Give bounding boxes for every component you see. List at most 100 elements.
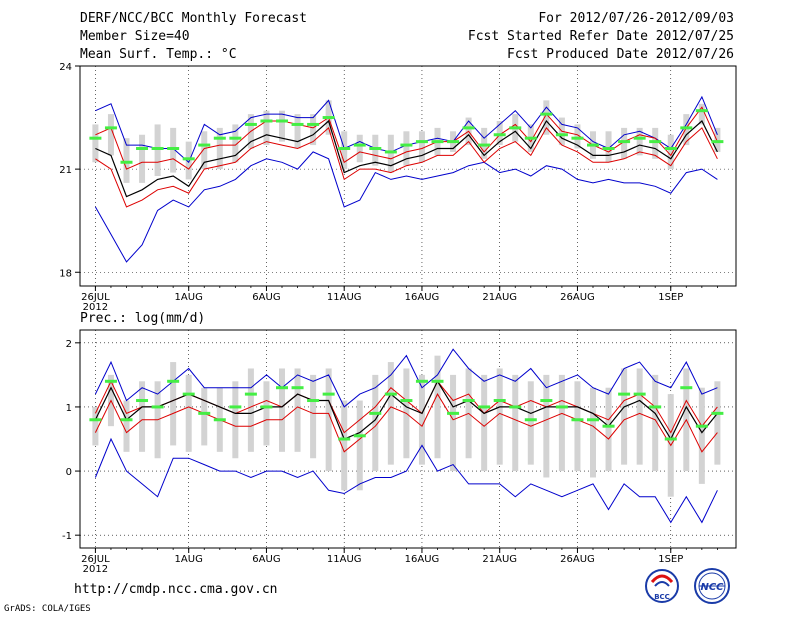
spread-box bbox=[170, 127, 177, 173]
spread-box bbox=[481, 127, 488, 159]
x-tick-label: 26AUG bbox=[560, 554, 595, 565]
spread-box bbox=[154, 124, 161, 176]
spread-box bbox=[636, 127, 643, 156]
spread-box bbox=[185, 374, 192, 452]
header-left-line-1: DERF/NCC/BCC Monthly Forecast bbox=[80, 11, 307, 26]
x-tick-label: 1AUG bbox=[175, 554, 203, 565]
header-right-line-3: Fcst Produced Date 2012/07/26 bbox=[507, 47, 734, 62]
spread-box bbox=[201, 387, 208, 446]
spread-box bbox=[310, 114, 317, 146]
header-left-line-2: Member Size=40 bbox=[80, 29, 190, 44]
precip-panel-title: Prec.: log(mm/d) bbox=[80, 311, 206, 326]
plot-frame bbox=[79, 65, 737, 287]
x-tick-label: 1SEP bbox=[658, 292, 683, 303]
spread-box bbox=[590, 387, 596, 478]
spread-box bbox=[574, 381, 581, 472]
x-tick-label: 11AUG bbox=[327, 292, 362, 303]
spread-box bbox=[698, 387, 705, 484]
spread-box bbox=[636, 368, 643, 465]
spread-box bbox=[574, 124, 581, 149]
footer-url: http://cmdp.ncc.cma.gov.cn bbox=[74, 582, 278, 597]
y-tick-label: 21 bbox=[59, 165, 72, 176]
y-tick-label: 1 bbox=[66, 403, 72, 414]
bcc-logo-text: BCC bbox=[654, 593, 670, 601]
spread-box bbox=[263, 110, 270, 146]
spread-box bbox=[543, 100, 550, 135]
spread-box bbox=[543, 374, 550, 478]
header-right-line-2: Fcst Started Refer Date 2012/07/25 bbox=[467, 29, 734, 44]
spread-box bbox=[714, 127, 721, 152]
spread-box bbox=[123, 400, 130, 452]
spread-box bbox=[139, 381, 146, 452]
spread-box bbox=[310, 374, 317, 459]
spread-box bbox=[325, 368, 332, 472]
precipitation-panel: 26JUL 1AUG 6AUG 11AUG 16AUG 21AUG 26AUG 1SEP201… bbox=[62, 329, 737, 575]
y-tick-label: 0 bbox=[66, 467, 72, 478]
spread-box bbox=[558, 374, 565, 472]
spread-box bbox=[512, 374, 519, 472]
spread-box bbox=[185, 141, 192, 180]
spread-box bbox=[170, 362, 177, 446]
spread-box bbox=[481, 374, 488, 472]
x-tick-label: 16AUG bbox=[405, 554, 440, 565]
spread-box bbox=[356, 134, 363, 163]
spread-box bbox=[232, 381, 239, 459]
y-tick-label: 24 bbox=[59, 62, 72, 73]
spread-box bbox=[605, 131, 612, 163]
x-tick-label: 11AUG bbox=[327, 554, 362, 565]
ncc-logo-text: NCC bbox=[700, 582, 724, 593]
spread-box bbox=[356, 400, 363, 491]
x-tick-label: 21AUG bbox=[482, 292, 517, 303]
spread-box bbox=[341, 131, 348, 170]
spread-box bbox=[387, 362, 394, 465]
spread-box bbox=[387, 134, 394, 173]
ncc-logo: NCC bbox=[694, 568, 730, 604]
min-line bbox=[94, 437, 718, 524]
spread-box bbox=[418, 131, 425, 163]
spread-box bbox=[621, 368, 628, 465]
x-tick-label: 26AUG bbox=[560, 292, 595, 303]
spread-box bbox=[232, 124, 239, 163]
spread-box bbox=[216, 127, 223, 170]
spread-box bbox=[434, 355, 441, 459]
x-tick-label: 1SEP bbox=[658, 554, 683, 565]
spread-box bbox=[698, 103, 705, 125]
spread-box bbox=[403, 131, 410, 166]
plot-frame bbox=[79, 329, 737, 549]
x-tick-label: 6AUG bbox=[252, 554, 280, 565]
year-label: 2012 bbox=[83, 564, 108, 575]
grads-credit: GrADS: COLA/IGES bbox=[4, 604, 91, 614]
max-line bbox=[94, 348, 718, 408]
x-tick-label: 1AUG bbox=[175, 292, 203, 303]
spread-box bbox=[496, 368, 503, 465]
spread-box bbox=[92, 406, 99, 446]
spread-box bbox=[201, 131, 208, 170]
spread-box bbox=[279, 110, 285, 142]
x-tick-label: 21AUG bbox=[482, 554, 517, 565]
spread-box bbox=[294, 368, 301, 452]
y-tick-label: -1 bbox=[62, 531, 72, 542]
spread-box bbox=[667, 134, 674, 170]
min-line bbox=[94, 151, 718, 263]
x-tick-label: 16AUG bbox=[405, 292, 440, 303]
ensemble-mean-line bbox=[94, 380, 718, 441]
spread-box bbox=[527, 381, 534, 465]
spread-box bbox=[279, 368, 285, 452]
spread-box bbox=[92, 124, 99, 163]
spread-box bbox=[605, 387, 612, 472]
header-right-line-1: For 2012/07/26-2012/09/03 bbox=[538, 11, 734, 26]
lower-line bbox=[94, 393, 718, 453]
spread-box bbox=[247, 368, 254, 452]
spread-box bbox=[450, 374, 457, 472]
spread-box bbox=[139, 134, 146, 183]
y-tick-label: 18 bbox=[59, 268, 72, 279]
ensemble-mean-line bbox=[95, 119, 718, 198]
header-left-line-3: Mean Surf. Temp.: °C bbox=[80, 47, 237, 62]
spread-box bbox=[714, 381, 721, 465]
x-tick-label: 26JUL bbox=[81, 554, 110, 565]
spread-box bbox=[683, 114, 690, 146]
spread-box bbox=[418, 374, 425, 465]
year-label: 2012 bbox=[83, 302, 108, 313]
y-tick-label: 2 bbox=[66, 339, 72, 350]
